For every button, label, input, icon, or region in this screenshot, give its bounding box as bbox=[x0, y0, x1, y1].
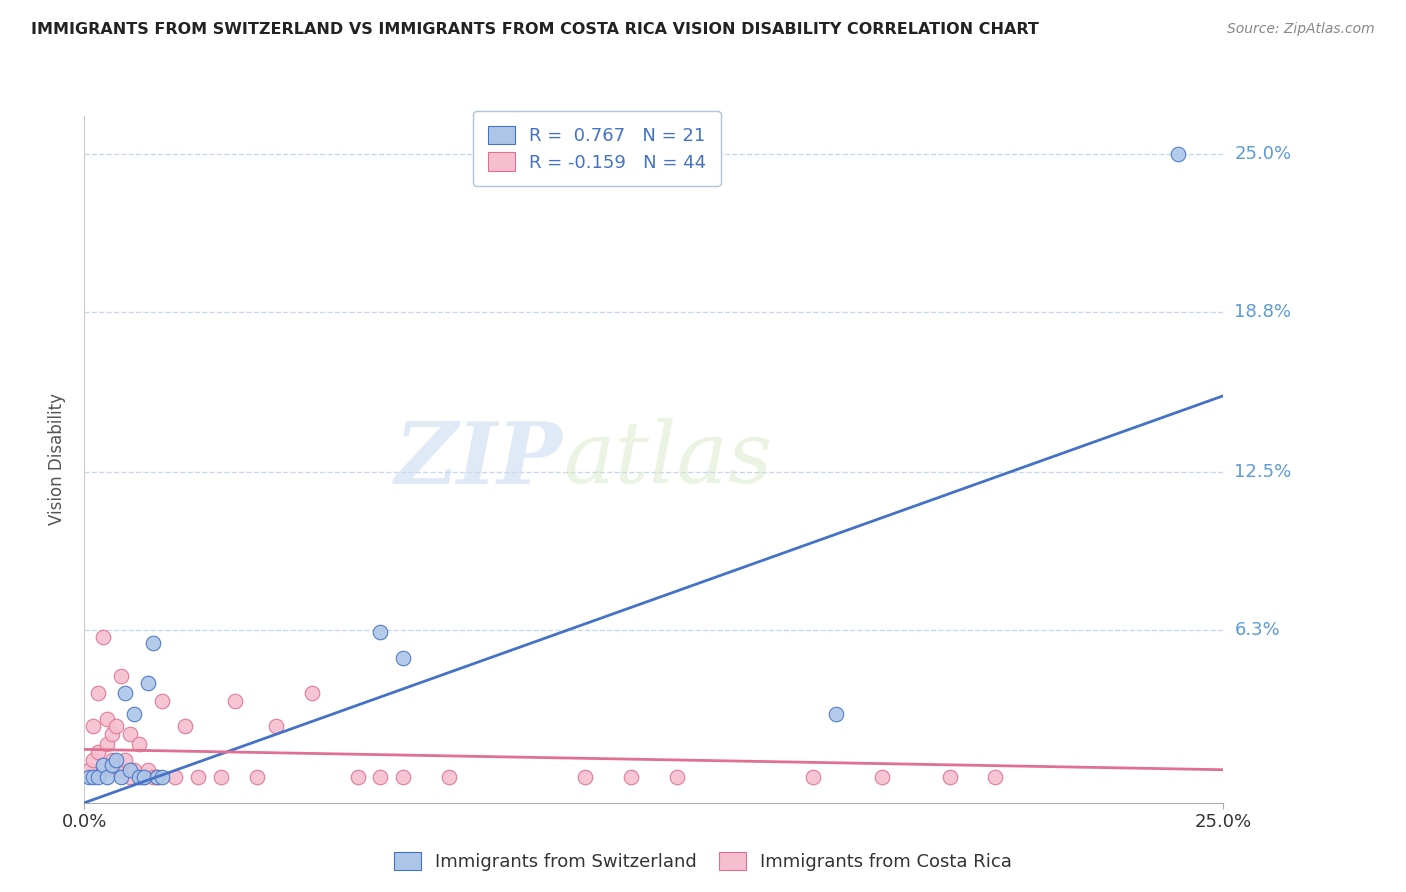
Point bbox=[114, 686, 136, 700]
Point bbox=[136, 763, 159, 777]
Point bbox=[87, 770, 110, 784]
Point bbox=[82, 719, 104, 733]
Point bbox=[77, 770, 100, 784]
Point bbox=[146, 770, 169, 784]
Point bbox=[620, 770, 643, 784]
Point bbox=[105, 719, 128, 733]
Point bbox=[150, 694, 173, 708]
Point bbox=[665, 770, 688, 784]
Legend: Immigrants from Switzerland, Immigrants from Costa Rica: Immigrants from Switzerland, Immigrants … bbox=[387, 845, 1019, 879]
Point bbox=[100, 727, 122, 741]
Point bbox=[96, 770, 118, 784]
Text: atlas: atlas bbox=[562, 418, 772, 500]
Point bbox=[91, 757, 114, 772]
Text: 6.3%: 6.3% bbox=[1234, 621, 1279, 639]
Point bbox=[132, 770, 155, 784]
Point bbox=[124, 706, 146, 721]
Point bbox=[801, 770, 824, 784]
Point bbox=[82, 753, 104, 767]
Point bbox=[165, 770, 187, 784]
Point bbox=[100, 757, 122, 772]
Point bbox=[437, 770, 460, 784]
Point bbox=[173, 719, 195, 733]
Point bbox=[142, 635, 165, 649]
Point bbox=[118, 770, 141, 784]
Point bbox=[124, 763, 146, 777]
Point bbox=[246, 770, 269, 784]
Point bbox=[105, 753, 128, 767]
Point bbox=[370, 625, 392, 640]
Point bbox=[136, 676, 159, 690]
Point bbox=[392, 650, 415, 665]
Point bbox=[346, 770, 368, 784]
Point bbox=[96, 737, 118, 751]
Y-axis label: Vision Disability: Vision Disability bbox=[48, 393, 66, 525]
Point bbox=[87, 745, 110, 759]
Point bbox=[110, 770, 132, 784]
Point bbox=[105, 763, 128, 777]
Point bbox=[370, 770, 392, 784]
Text: ZIP: ZIP bbox=[395, 417, 562, 501]
Point bbox=[264, 719, 287, 733]
Point bbox=[150, 770, 173, 784]
Text: IMMIGRANTS FROM SWITZERLAND VS IMMIGRANTS FROM COSTA RICA VISION DISABILITY CORR: IMMIGRANTS FROM SWITZERLAND VS IMMIGRANT… bbox=[31, 22, 1039, 37]
Text: Source: ZipAtlas.com: Source: ZipAtlas.com bbox=[1227, 22, 1375, 37]
Point bbox=[87, 686, 110, 700]
Point bbox=[110, 763, 132, 777]
Point bbox=[301, 686, 323, 700]
Point bbox=[132, 770, 155, 784]
Point bbox=[91, 631, 114, 645]
Point bbox=[114, 753, 136, 767]
Text: 12.5%: 12.5% bbox=[1234, 463, 1292, 481]
Point bbox=[110, 668, 132, 682]
Point bbox=[146, 770, 169, 784]
Point bbox=[984, 770, 1007, 784]
Point bbox=[574, 770, 596, 784]
Point bbox=[870, 770, 893, 784]
Point bbox=[91, 763, 114, 777]
Point bbox=[77, 763, 100, 777]
Point bbox=[1167, 147, 1189, 161]
Point bbox=[100, 753, 122, 767]
Point bbox=[128, 737, 150, 751]
Legend: R =  0.767   N = 21, R = -0.159   N = 44: R = 0.767 N = 21, R = -0.159 N = 44 bbox=[472, 112, 721, 186]
Point bbox=[187, 770, 209, 784]
Point bbox=[825, 706, 848, 721]
Text: 18.8%: 18.8% bbox=[1234, 303, 1291, 321]
Point bbox=[128, 770, 150, 784]
Point bbox=[118, 727, 141, 741]
Point bbox=[118, 763, 141, 777]
Point bbox=[96, 712, 118, 726]
Point bbox=[224, 694, 246, 708]
Point bbox=[209, 770, 232, 784]
Point bbox=[392, 770, 415, 784]
Point bbox=[142, 770, 165, 784]
Point bbox=[82, 770, 104, 784]
Point bbox=[939, 770, 962, 784]
Text: 25.0%: 25.0% bbox=[1234, 145, 1292, 163]
